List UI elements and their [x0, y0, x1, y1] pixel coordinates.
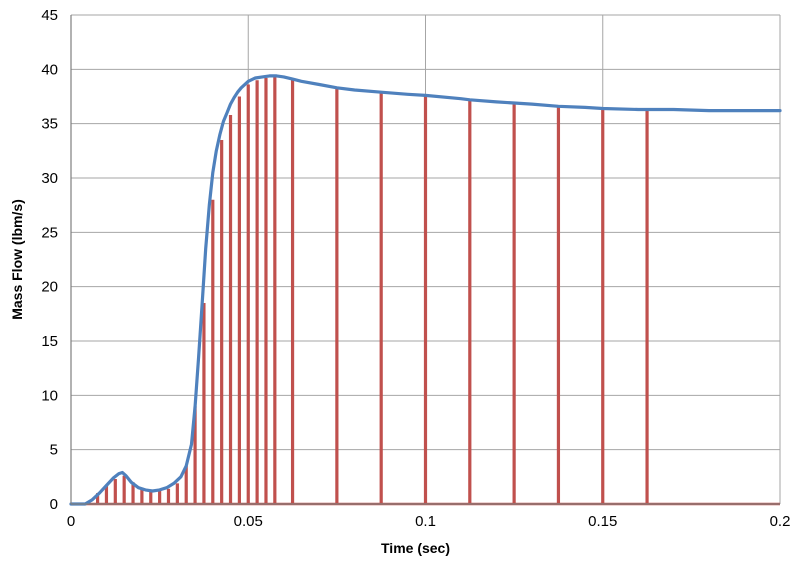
y-axis-title: Mass Flow (lbm/s): [9, 199, 25, 320]
y-tick-label: 35: [41, 116, 58, 133]
x-tick-label: 0.2: [770, 513, 791, 530]
x-tick-label: 0.15: [588, 513, 617, 530]
x-tick-label: 0.1: [415, 513, 436, 530]
y-tick-label: 10: [41, 387, 58, 404]
mass-flow-line: [69, 74, 782, 506]
line-series: [69, 74, 782, 506]
x-tick-labels: 0 0.05 0.1 0.15 0.2: [67, 513, 791, 530]
y-tick-label: 20: [41, 279, 58, 296]
y-tick-label: 45: [41, 7, 58, 24]
y-tick-labels: 0 5 10 15 20 25 30 35 40 45: [41, 7, 58, 513]
y-tick-label: 40: [41, 61, 58, 78]
x-tick-label: 0.05: [234, 513, 263, 530]
y-tick-label: 25: [41, 224, 58, 241]
x-tick-label: 0: [67, 513, 75, 530]
x-axis-title: Time (sec): [381, 540, 450, 556]
y-tick-label: 5: [50, 442, 58, 459]
y-tick-label: 30: [41, 170, 58, 187]
impulse-series: [71, 76, 780, 506]
axes: [70, 15, 780, 505]
y-tick-label: 15: [41, 333, 58, 350]
y-tick-label: 0: [50, 496, 58, 513]
